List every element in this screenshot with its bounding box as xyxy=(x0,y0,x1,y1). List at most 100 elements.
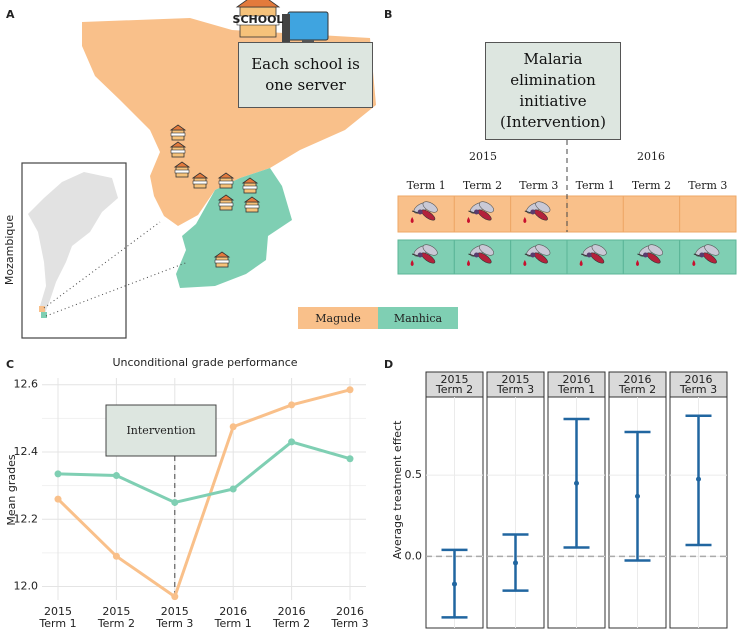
mosquito-icon xyxy=(467,217,470,223)
computer-icon xyxy=(287,11,329,41)
mosquito-icon xyxy=(636,260,639,266)
school-icon xyxy=(192,180,208,185)
mosquito-icon xyxy=(699,252,705,258)
estimate-point xyxy=(452,581,457,587)
term-label: Term 3 xyxy=(519,179,558,192)
school-icon xyxy=(173,161,191,168)
data-point xyxy=(171,498,179,506)
mosquito-icon xyxy=(530,209,536,215)
x-tick-label: 2016 xyxy=(219,605,247,618)
school-icon xyxy=(170,132,186,137)
data-point xyxy=(346,386,354,394)
manhica-region xyxy=(176,168,292,288)
x-tick-label: Term 1 xyxy=(38,617,76,630)
mosquito-icon xyxy=(417,209,423,215)
mosquito-icon xyxy=(535,201,551,213)
mosquito-icon xyxy=(692,260,696,266)
mosquito-icon xyxy=(524,210,531,214)
panel-label: D xyxy=(384,358,393,371)
x-tick-label: 2015 xyxy=(44,605,72,618)
school-icon xyxy=(218,202,234,207)
estimate-point xyxy=(696,476,701,482)
mosquito-icon xyxy=(591,244,607,256)
facet-label: Term 2 xyxy=(618,383,656,396)
x-tick-label: Term 3 xyxy=(155,617,193,630)
inset-highlight xyxy=(39,306,45,312)
mosquito-icon xyxy=(410,217,414,223)
year-label: 2015 xyxy=(469,150,497,163)
mosquito-icon xyxy=(637,253,644,257)
year-label: 2016 xyxy=(637,150,665,163)
estimate-point xyxy=(574,480,579,486)
school-icon xyxy=(214,259,230,264)
school-icon xyxy=(213,251,231,258)
y-tick-label: 0.0 xyxy=(405,549,423,562)
mosquito-icon xyxy=(468,253,475,257)
facet-strip xyxy=(486,371,545,398)
x-tick-label: 2016 xyxy=(336,605,364,618)
mosquito-icon xyxy=(586,252,592,258)
facet-label: 2016 xyxy=(685,373,713,386)
data-point xyxy=(54,470,62,478)
x-tick-label: Term 2 xyxy=(272,617,310,630)
legend-label: Manhica xyxy=(394,312,443,325)
school-icon xyxy=(244,204,260,209)
school-icon xyxy=(217,194,235,201)
callout: Each school is one server xyxy=(238,42,373,108)
y-tick-label: 12.6 xyxy=(14,378,39,391)
mosquito-icon xyxy=(693,253,700,257)
facet-strip xyxy=(425,371,484,398)
mosquito-icon xyxy=(530,252,536,258)
panel-label: B xyxy=(384,8,392,21)
school-icon xyxy=(169,124,187,131)
zoom-line xyxy=(43,221,161,309)
mosquito-icon xyxy=(422,201,438,213)
term-label: Term 2 xyxy=(463,179,502,192)
school-icon xyxy=(241,177,259,184)
x-tick-label: 2015 xyxy=(161,605,189,618)
mosquito-icon xyxy=(523,217,527,223)
school-icon xyxy=(242,185,258,190)
mosquito-icon xyxy=(410,260,414,266)
series-line xyxy=(57,440,351,505)
mosquito-icon xyxy=(412,253,419,257)
school-icon xyxy=(235,0,281,8)
data-point xyxy=(288,438,296,446)
facet-label: Term 3 xyxy=(679,383,717,396)
school-icon-text: SCHOOL xyxy=(233,13,284,26)
term-cell xyxy=(622,195,681,233)
mosquito-icon xyxy=(478,201,495,213)
mosquito-icon xyxy=(581,253,588,257)
mosquito-icon xyxy=(523,260,527,266)
annotation: Intervention xyxy=(126,424,195,437)
mosquito-icon xyxy=(524,253,531,257)
panel-label: A xyxy=(6,8,15,21)
chart-title: Unconditional grade performance xyxy=(112,356,297,369)
facet-label: Term 2 xyxy=(435,383,473,396)
mosquito-icon xyxy=(535,244,551,256)
term-label: Term 1 xyxy=(576,179,615,192)
y-tick-label: 12.4 xyxy=(14,445,39,458)
inset-highlight xyxy=(41,312,47,318)
data-point xyxy=(54,495,62,503)
mosquito-icon xyxy=(579,260,583,266)
x-tick-label: Term 2 xyxy=(97,617,135,630)
mosquito-icon xyxy=(704,244,720,256)
computer-icon xyxy=(282,14,290,48)
mosquito-icon xyxy=(478,244,495,256)
estimate-point xyxy=(513,560,518,566)
facet-strip xyxy=(547,371,606,398)
mosquito-icon xyxy=(647,244,664,256)
term-cell xyxy=(566,195,624,233)
facet-label: 2015 xyxy=(441,373,469,386)
term-label: Term 2 xyxy=(632,179,671,192)
mosquito-icon xyxy=(422,244,438,256)
school-icon xyxy=(170,149,186,154)
facet-label: Term 1 xyxy=(557,383,595,396)
y-tick-label: 12.0 xyxy=(14,580,39,593)
data-point xyxy=(171,593,179,601)
estimate-point xyxy=(635,493,640,499)
facet-label: 2016 xyxy=(563,373,591,386)
mosquito-icon xyxy=(467,260,470,266)
